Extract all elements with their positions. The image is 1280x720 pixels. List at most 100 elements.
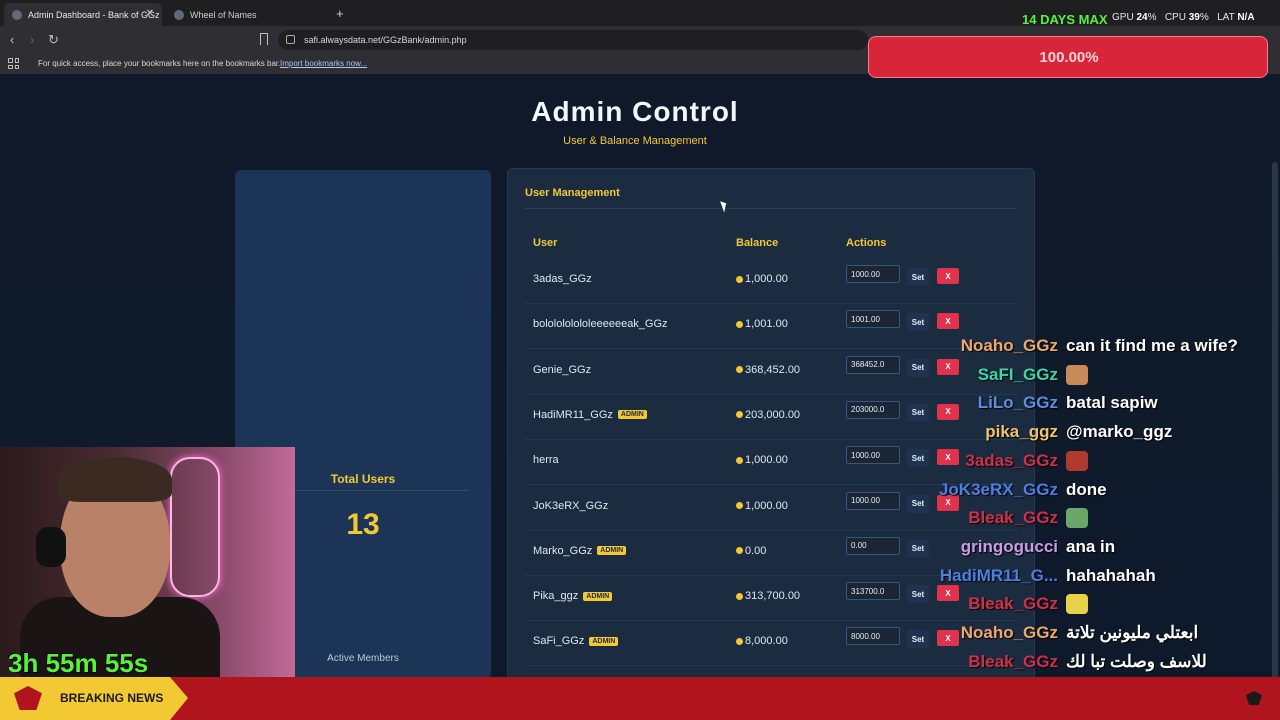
delete-user-button[interactable]: X — [937, 358, 959, 375]
balance-input[interactable] — [846, 627, 900, 646]
user-name: Marko_GGz — [533, 544, 593, 557]
coin-icon — [736, 592, 743, 600]
chat-emote-icon — [1066, 364, 1088, 385]
coin-icon — [736, 411, 743, 419]
ggz-logo-icon — [1246, 691, 1262, 705]
page-title: Admin Control — [531, 96, 739, 127]
coin-icon — [736, 547, 743, 555]
headset-icon — [36, 527, 66, 567]
delete-user-button[interactable]: X — [937, 494, 959, 511]
bookmark-icon[interactable] — [260, 33, 268, 45]
user-name-cell: bololololololeeeeeeak_GGz — [533, 318, 668, 330]
balance-value: 368,452.00 — [745, 363, 801, 376]
lat-label: LAT — [1217, 12, 1235, 23]
set-balance-button[interactable]: Set — [907, 494, 929, 513]
balance-value: 8,000.00 — [745, 635, 788, 648]
coin-icon — [736, 320, 743, 328]
table-row: bololololololeeeeeeak_GGz 1,001.00 Set X — [525, 304, 1017, 350]
webcam-feed — [0, 447, 295, 677]
tab-admin-dashboard[interactable]: Admin Dashboard - Bank of GGz ✕ — [4, 3, 162, 26]
url-field[interactable]: safi.alwaysdata.net/GGzBank/admin.php — [278, 30, 868, 50]
import-bookmarks-link[interactable]: Import bookmarks now... — [280, 59, 368, 68]
column-header-balance: Balance — [736, 237, 779, 249]
table-row: SaFi_GGz ADMIN 8,000.00 Set X — [525, 621, 1017, 667]
site-info-icon[interactable] — [286, 35, 295, 44]
set-balance-button[interactable]: Set — [907, 449, 929, 468]
scrollbar[interactable] — [1272, 162, 1278, 720]
close-tab-icon[interactable]: ✕ — [145, 8, 154, 19]
user-name-cell: Pika_ggz ADMIN — [533, 590, 613, 603]
progress-text: 100.00% — [1039, 49, 1099, 66]
set-balance-button[interactable]: Set — [907, 403, 929, 422]
system-stats-hud: GPU 24% CPU 39% LAT N/A — [1112, 12, 1255, 23]
balance-cell: 1,000.00 — [736, 454, 788, 466]
chat-text: hahahahah — [1066, 565, 1156, 585]
forward-arrow-icon[interactable]: › — [30, 32, 35, 47]
balance-input[interactable] — [846, 582, 900, 601]
balance-value: 1,000.00 — [745, 499, 788, 512]
url-text: safi.alwaysdata.net/GGzBank/admin.php — [304, 35, 467, 45]
chat-username: HadiMR11_G... — [939, 565, 1058, 585]
table-row: 3adas_GGz 1,000.00 Set X — [525, 259, 1017, 304]
delete-user-button[interactable]: X — [937, 585, 959, 602]
delete-user-button[interactable]: X — [937, 630, 959, 647]
ticker-label-box: BREAKING NEWS — [0, 677, 188, 720]
coin-icon — [736, 366, 743, 374]
table-row: Genie_GGz 368,452.00 Set X — [525, 350, 1017, 395]
delete-user-button[interactable]: X — [937, 403, 959, 420]
delete-user-button[interactable]: X — [937, 313, 959, 330]
table-row: Pika_ggz ADMIN 313,700.00 Set X — [525, 576, 1017, 622]
set-balance-button[interactable]: Set — [907, 539, 929, 558]
table-row: herra 1,000.00 Set X — [525, 440, 1017, 486]
stats-sublabel: Active Members — [327, 653, 399, 664]
back-arrow-icon[interactable]: ‹ — [10, 32, 15, 47]
cpu-value: 39 — [1188, 12, 1200, 23]
apps-grid-icon[interactable] — [8, 58, 19, 69]
balance-input[interactable] — [846, 536, 900, 555]
stream-timer: 3h 55m 55s — [8, 648, 149, 678]
neon-guitar-sign — [170, 457, 220, 597]
percent-sign: % — [1147, 12, 1157, 23]
user-name-cell: herra — [533, 454, 559, 466]
set-balance-button[interactable]: Set — [907, 313, 929, 332]
column-header-user: User — [533, 237, 558, 249]
delete-user-button[interactable]: X — [937, 449, 959, 466]
balance-input[interactable] — [846, 265, 900, 283]
gpu-value: 24 — [1136, 12, 1148, 23]
chat-emote-icon — [1066, 594, 1088, 615]
chat-username: Bleak_GGz — [968, 508, 1058, 528]
balance-cell: 1,001.00 — [736, 318, 788, 330]
table-row: Marko_GGz ADMIN 0.00 Set — [525, 531, 1017, 576]
user-name-cell: SaFi_GGz ADMIN — [533, 635, 619, 647]
reload-icon[interactable]: ↻ — [48, 32, 59, 47]
user-name: Pika_ggz — [533, 590, 579, 603]
total-users-count: 13 — [346, 508, 380, 541]
balance-input[interactable] — [846, 400, 900, 419]
coin-icon — [736, 275, 743, 283]
admin-badge: ADMIN — [597, 546, 627, 556]
coin-icon — [736, 502, 743, 509]
user-name: JoK3eRX_GGz — [533, 499, 609, 512]
chat-text: batal sapiw — [1066, 393, 1158, 413]
set-balance-button[interactable]: Set — [907, 630, 929, 649]
balance-cell: 313,700.00 — [736, 590, 800, 602]
set-balance-button[interactable]: Set — [907, 358, 929, 377]
balance-input[interactable] — [846, 355, 900, 374]
new-tab-button[interactable]: + — [336, 6, 344, 21]
user-name: 3adas_GGz — [533, 273, 592, 285]
chat-text: @marko_ggz — [1066, 422, 1173, 442]
chat-username: gringogucci — [960, 536, 1058, 556]
balance-input[interactable] — [846, 310, 900, 329]
divider — [257, 490, 469, 491]
chat-message: Noaho_GGz can it find me a wife? — [920, 334, 1238, 358]
set-balance-button[interactable]: Set — [907, 585, 929, 604]
user-name-cell: HadiMR11_GGz ADMIN — [533, 409, 647, 421]
tab-wheel-of-names[interactable]: Wheel of Names — [166, 3, 324, 26]
balance-input[interactable] — [846, 446, 900, 465]
delete-user-button[interactable]: X — [937, 268, 959, 284]
set-balance-button[interactable]: Set — [907, 268, 929, 286]
balance-value: 0.00 — [745, 544, 767, 557]
streamer-hair — [58, 457, 172, 502]
balance-cell: 0.00 — [736, 545, 766, 557]
balance-input[interactable] — [846, 491, 900, 510]
